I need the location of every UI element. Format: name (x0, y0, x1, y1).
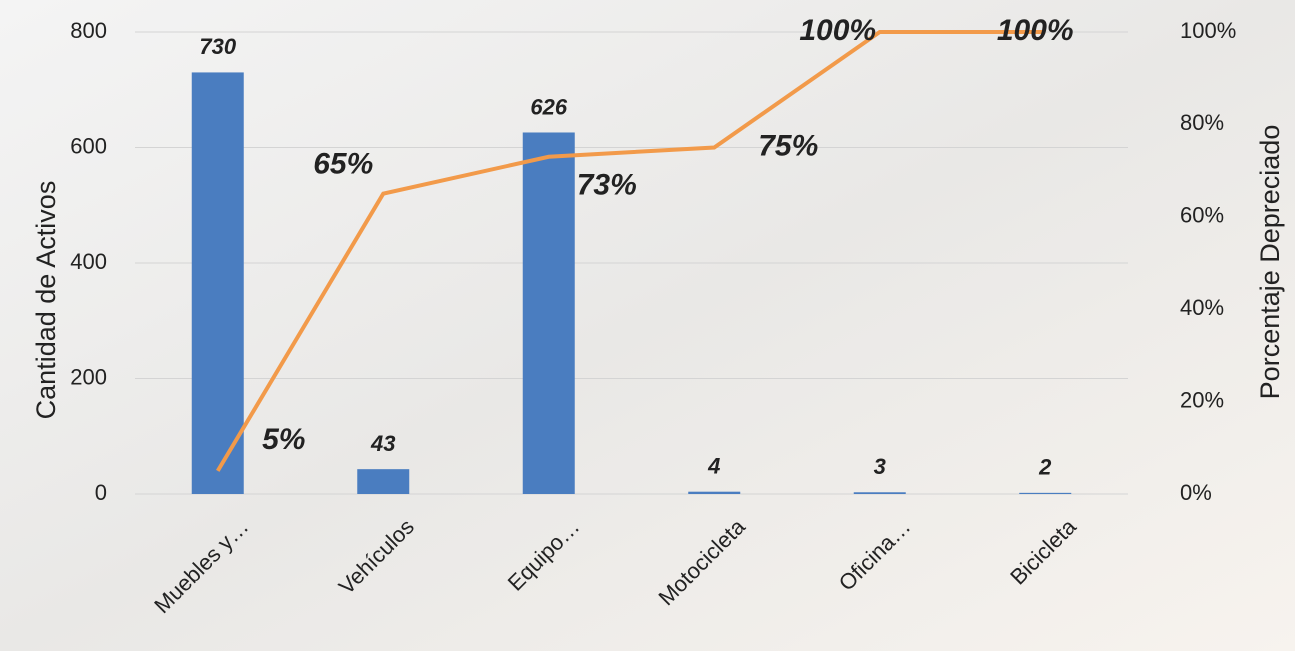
y-tick-label: 0 (95, 480, 107, 505)
y2-tick-label: 0% (1180, 480, 1212, 505)
data-label: 5% (262, 423, 305, 456)
data-label: 4 (707, 454, 720, 479)
data-label: 2 (1038, 455, 1052, 480)
data-label: 100% (997, 14, 1074, 47)
y2-tick-label: 80% (1180, 110, 1224, 135)
data-label: 626 (530, 94, 567, 119)
data-label: 730 (199, 34, 236, 59)
y2-tick-label: 100% (1180, 18, 1236, 43)
bar (854, 492, 906, 494)
y-axis-title: Cantidad de Activos (31, 181, 61, 420)
y-tick-label: 400 (70, 249, 107, 274)
bar (357, 469, 409, 494)
data-label: 100% (799, 14, 876, 47)
data-label: 75% (758, 129, 818, 162)
y-tick-label: 600 (70, 133, 107, 158)
y2-tick-label: 40% (1180, 295, 1224, 320)
y2-axis-title: Porcentaje Depreciado (1255, 125, 1285, 400)
y-tick-label: 200 (70, 364, 107, 389)
data-label: 43 (370, 431, 395, 456)
y2-tick-label: 20% (1180, 387, 1224, 412)
data-label: 65% (313, 148, 373, 181)
data-label: 3 (874, 454, 886, 479)
bar (688, 492, 740, 494)
y-tick-label: 800 (70, 18, 107, 43)
y2-tick-label: 60% (1180, 203, 1224, 228)
bar (1019, 493, 1071, 494)
bar (192, 72, 244, 494)
data-label: 73% (577, 169, 637, 202)
chart: Cantidad de Activos Porcentaje Depreciad… (0, 0, 1295, 651)
bar (523, 132, 575, 494)
